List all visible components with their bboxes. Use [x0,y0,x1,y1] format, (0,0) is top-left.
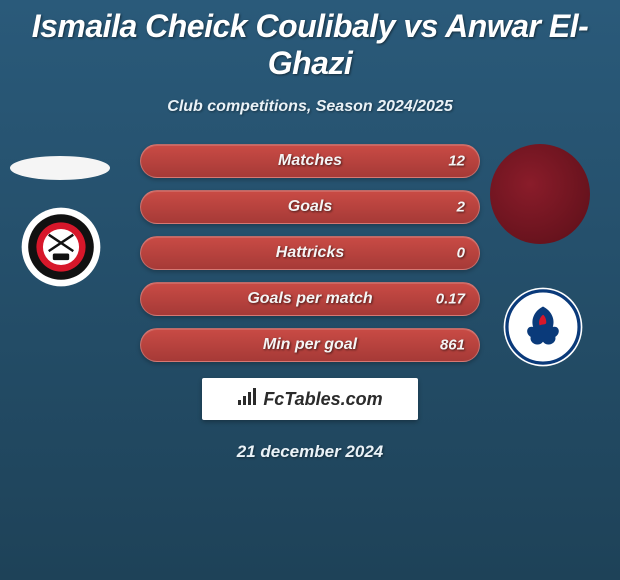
stat-value: 0 [457,245,465,262]
stat-bar-matches: Matches 12 [140,144,480,178]
stat-bar-goals-per-match: Goals per match 0.17 [140,282,480,316]
stat-bar-hattricks: Hattricks 0 [140,236,480,270]
stat-label: Hattricks [276,244,344,262]
stat-label: Goals [288,198,332,216]
stat-value: 12 [448,153,465,170]
player-left-avatar [10,156,110,180]
team-right-badge [502,286,584,368]
stat-bar-min-per-goal: Min per goal 861 [140,328,480,362]
sheffield-badge-icon [20,206,102,288]
team-left-badge [20,206,102,288]
date-text: 21 december 2024 [0,442,620,462]
logo-text: FcTables.com [263,389,382,410]
cardiff-badge-icon [502,286,584,368]
source-logo[interactable]: FcTables.com [202,378,418,420]
stat-value: 861 [440,337,465,354]
stat-label: Min per goal [263,336,357,354]
stat-bars: Matches 12 Goals 2 Hattricks 0 Goals per… [140,144,480,362]
stat-value: 2 [457,199,465,216]
subtitle: Club competitions, Season 2024/2025 [0,98,620,116]
stat-bar-goals: Goals 2 [140,190,480,224]
chart-icon [237,388,259,411]
stat-label: Goals per match [247,290,372,308]
player-right-avatar [490,144,590,244]
page-title: Ismaila Cheick Coulibaly vs Anwar El-Gha… [0,0,620,82]
stat-value: 0.17 [436,291,465,308]
comparison-content: Matches 12 Goals 2 Hattricks 0 Goals per… [0,144,620,462]
stat-label: Matches [278,152,342,170]
